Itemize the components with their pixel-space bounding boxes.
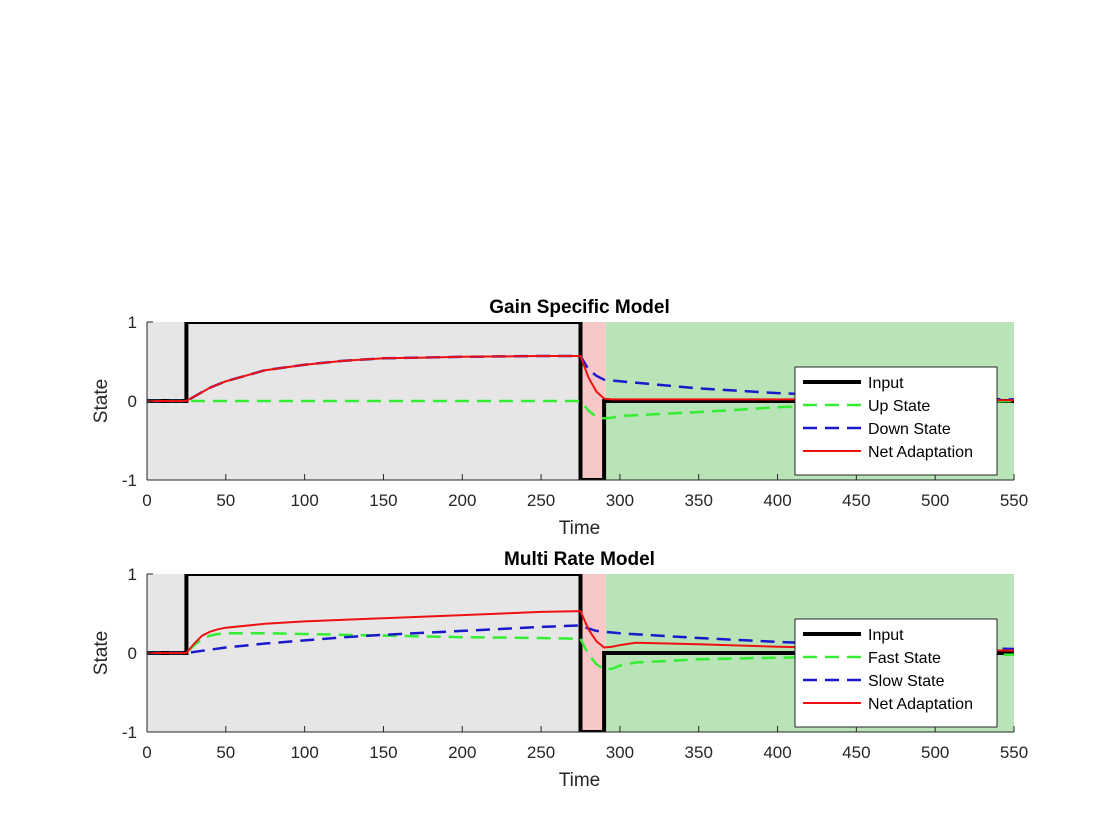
gain-specific-x-tick-label: 100: [290, 491, 318, 510]
multi-rate-x-tick-label: 400: [763, 743, 791, 762]
gain-specific-legend: Input Up State Down State Net Adaptation: [794, 366, 998, 476]
multi-rate-x-tick-label: 100: [290, 743, 318, 762]
multi-rate-x-tick-label: 150: [369, 743, 397, 762]
multi-rate-y-tick-label: -1: [122, 723, 137, 742]
multi-rate-series-line: [147, 574, 1014, 732]
gain-specific-series-line: [147, 399, 1014, 420]
multi-rate-x-tick-label: 500: [921, 743, 949, 762]
multi-rate-title: Multi Rate Model: [504, 549, 655, 570]
gain-specific-x-tick-label: 550: [1000, 491, 1028, 510]
gain-specific-series-line: [147, 355, 1014, 402]
gain-specific-legend-label: Net Adaptation: [868, 444, 973, 461]
gain-specific-y-axis-label: State: [91, 379, 112, 423]
gain-specific-x-tick-label: 500: [921, 491, 949, 510]
gain-specific-legend-label: Input: [868, 375, 904, 392]
multi-rate-y-tick-label: 1: [128, 565, 137, 584]
gain-specific-legend-label: Up State: [868, 398, 930, 415]
multi-rate-x-tick-label: 350: [685, 743, 713, 762]
multi-rate-legend: Input Fast State Slow State Net Adaptation: [794, 618, 998, 728]
multi-rate-phase-band: [580, 574, 606, 732]
multi-rate-x-tick-label: 50: [216, 743, 235, 762]
gain-specific-y-tick-label: 1: [128, 313, 137, 332]
multi-rate-x-axis-label: Time: [559, 770, 601, 791]
multi-rate-x-tick-label: 200: [448, 743, 476, 762]
multi-rate-x-tick-label: 300: [606, 743, 634, 762]
multi-rate-y-axis-label: State: [91, 631, 112, 675]
gain-specific-x-tick-label: 50: [216, 491, 235, 510]
multi-rate-y-tick-label: 0: [128, 644, 137, 663]
multi-rate-legend-label: Net Adaptation: [868, 696, 973, 713]
gain-specific-legend-box: [794, 366, 998, 476]
multi-rate-legend-label: Fast State: [868, 650, 941, 667]
gain-specific-title: Gain Specific Model: [489, 297, 670, 318]
multi-rate-series-line: [147, 632, 1014, 671]
multi-rate-legend-label: Input: [868, 627, 904, 644]
multi-rate-x-tick-label: 0: [142, 743, 151, 762]
gain-specific-y-tick-label: -1: [122, 471, 137, 490]
multi-rate-series-line: [147, 624, 1014, 655]
gain-specific-x-tick-label: 350: [685, 491, 713, 510]
gain-specific-x-tick-label: 0: [142, 491, 151, 510]
multi-rate-x-tick-label: 550: [1000, 743, 1028, 762]
gain-specific-plot: 0 50 100 150 200 250 300 350 400 450 500 550 -1 0 1 Gai…: [91, 297, 1028, 539]
gain-specific-legend-label: Down State: [868, 421, 951, 438]
gain-specific-x-tick-label: 250: [527, 491, 555, 510]
multi-rate-plot: 0 50 100 150 200 250 300 350 400 450 500 550 -1 0 1 Mul…: [91, 549, 1028, 791]
gain-specific-series-line: [147, 322, 1014, 480]
multi-rate-phase-band: [147, 574, 581, 732]
gain-specific-x-tick-label: 300: [606, 491, 634, 510]
gain-specific-y-tick-label: 0: [128, 392, 137, 411]
multi-rate-legend-box: [794, 618, 998, 728]
gain-specific-phase-band: [147, 322, 581, 480]
multi-rate-series-line: [147, 610, 1014, 654]
gain-specific-x-tick-label: 450: [842, 491, 870, 510]
gain-specific-x-tick-label: 150: [369, 491, 397, 510]
multi-rate-legend-label: Slow State: [868, 673, 945, 690]
gain-specific-x-tick-label: 200: [448, 491, 476, 510]
multi-rate-x-tick-label: 250: [527, 743, 555, 762]
gain-specific-phase-band: [580, 322, 606, 480]
gain-specific-x-tick-label: 400: [763, 491, 791, 510]
gain-specific-x-axis-label: Time: [559, 518, 601, 539]
multi-rate-x-tick-label: 450: [842, 743, 870, 762]
